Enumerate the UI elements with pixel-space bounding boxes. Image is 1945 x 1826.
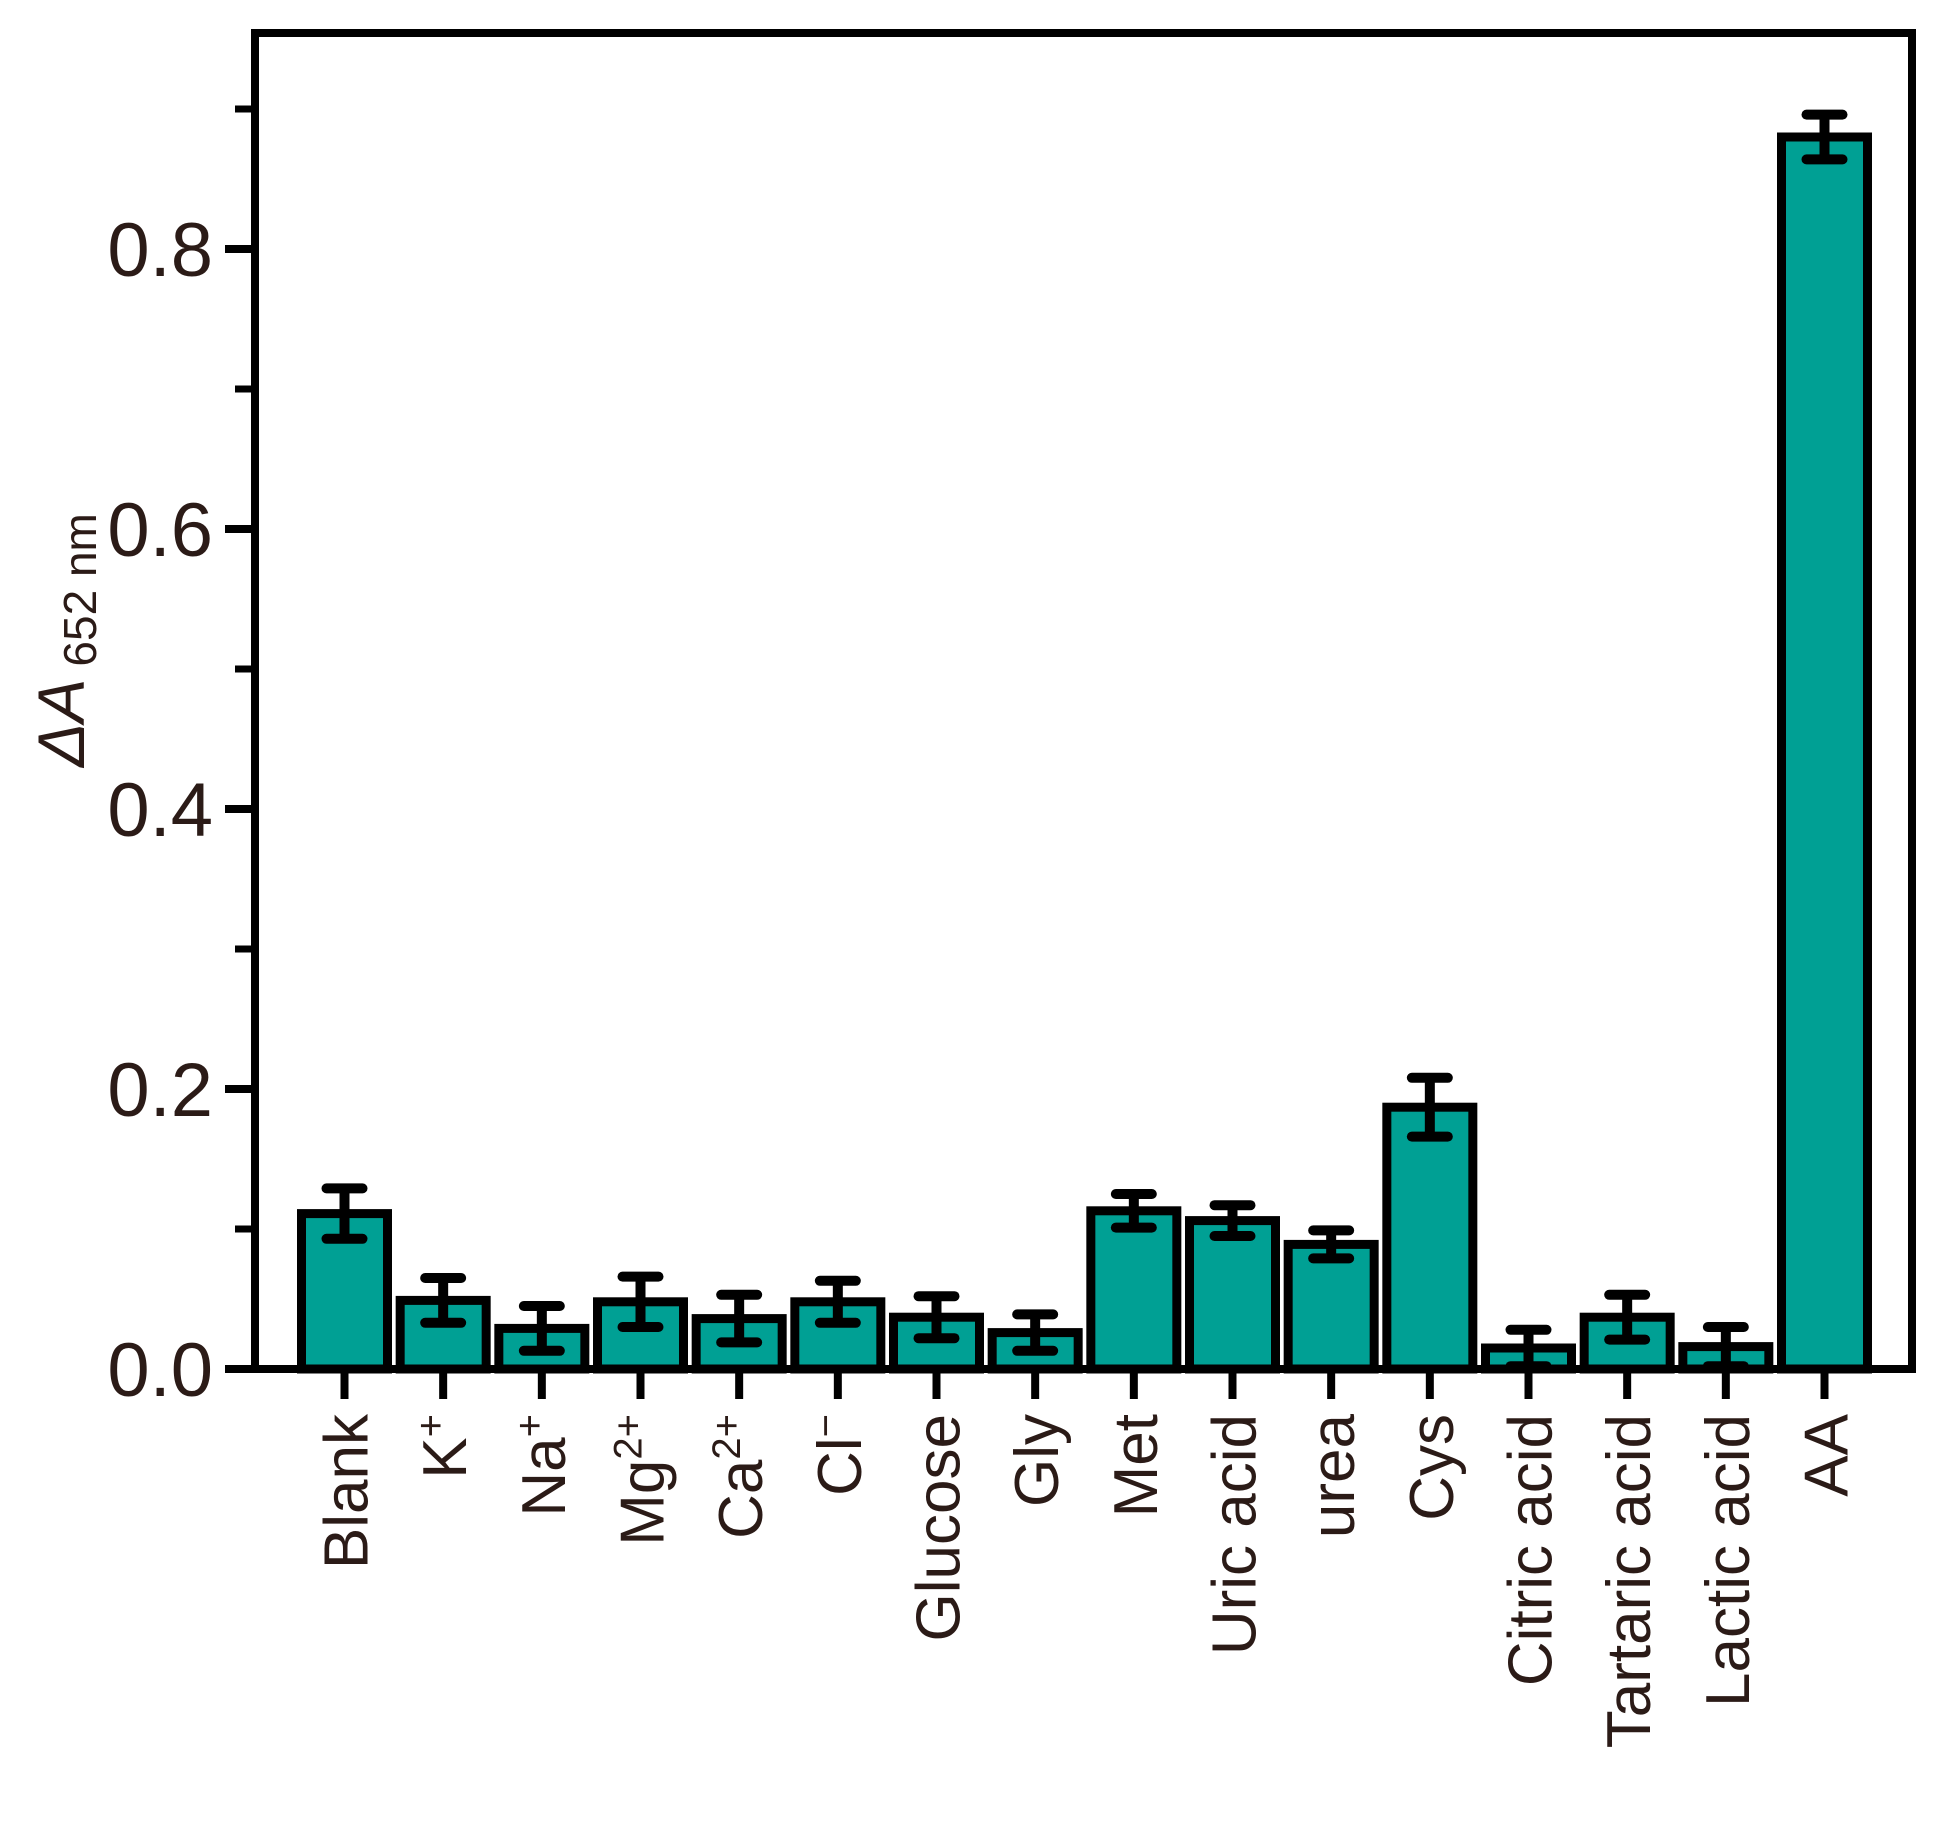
x-category-label: Citric acid [1497,1414,1566,1686]
x-category-label: Tartaric acid [1595,1414,1664,1748]
x-category-label: K+ [409,1414,480,1479]
x-category-label: Lactic acid [1694,1414,1763,1707]
x-category-label: AA [1793,1413,1862,1496]
x-category-label: Mg2+ [607,1414,678,1546]
x-category-label: Na+ [508,1414,579,1517]
bar [1086,1206,1182,1374]
y-axis-tick-label: 0.2 [107,1048,213,1133]
y-axis-tick-label: 0.6 [107,488,213,573]
x-category-label: Uric acid [1201,1414,1270,1655]
bars [297,132,1872,1374]
x-category-label: Cl− [804,1414,875,1496]
x-category-label: Blank [313,1413,382,1569]
plot-border [251,29,1916,1373]
y-axis-title: ΔA652 nm [24,513,106,769]
error-bars [321,109,1848,1372]
axis-ticks [225,105,1829,1399]
bar [1185,1216,1280,1374]
bar [1777,132,1872,1374]
x-category-label: Glucose [905,1414,974,1641]
x-category-label: Gly [1003,1414,1072,1507]
y-axis-tick-label: 0.4 [107,768,213,853]
x-category-label: Met [1102,1414,1171,1517]
x-category-label: urea [1299,1413,1368,1538]
bar [1382,1102,1478,1374]
y-axis-tick-label: 0.0 [107,1328,213,1413]
y-axis-tick-label: 0.8 [107,208,213,293]
x-category-label: Cys [1398,1414,1467,1521]
axis-labels: 0.0 0.2 0.4 0.6 0.8 Blank K+ Na+ Mg2+ Ca2+ Cl− Gluc… [24,208,1862,1748]
x-category-label: Ca2+ [705,1414,776,1539]
